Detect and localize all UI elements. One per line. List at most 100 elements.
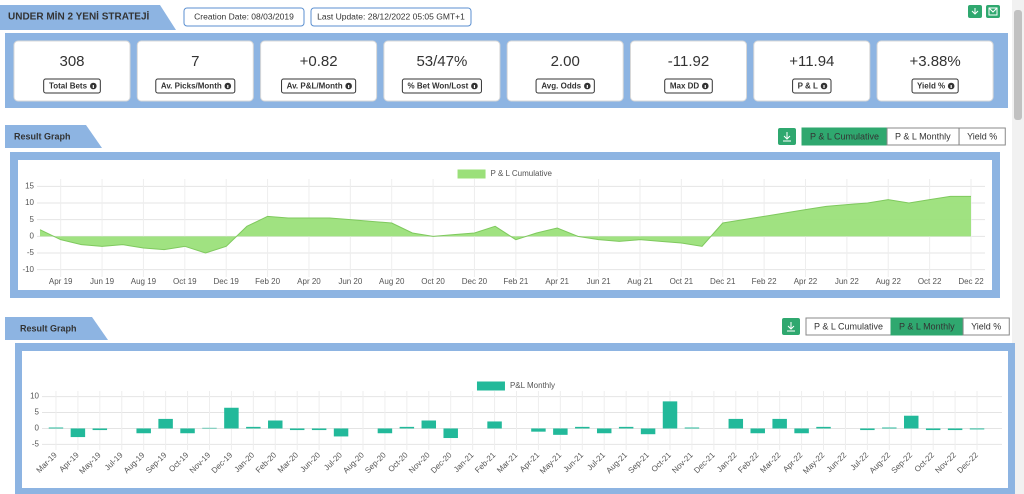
stats: 308 Total Bets 7 Av. Picks/Month +0.82 Av. P&…	[13, 40, 994, 102]
info-icon-mark	[586, 85, 588, 88]
x-tick-label: Jun 20	[338, 277, 363, 286]
x-tick-label: Feb 20	[255, 277, 280, 286]
area-fill	[40, 196, 971, 253]
bar	[596, 428, 612, 434]
stat-label: Yield %	[917, 82, 945, 91]
x-tick-label: Feb 21	[503, 277, 528, 286]
bar	[772, 418, 787, 429]
section-tab	[5, 125, 102, 148]
creation-date: Creation Date: 08/03/2019	[194, 11, 294, 21]
bar	[136, 428, 151, 434]
stat-label: % Bet Won/Lost	[408, 82, 469, 91]
bar	[640, 428, 656, 435]
x-tick-label: Oct 22	[918, 277, 942, 286]
section-title: Result Graph	[20, 323, 77, 333]
bar	[180, 428, 195, 434]
bar	[399, 426, 415, 429]
bar	[904, 415, 919, 429]
y-tick-label: -10	[22, 265, 34, 274]
bar	[487, 421, 502, 429]
x-tick-label: Apr 21	[545, 277, 569, 286]
bar	[662, 401, 678, 429]
chart-toggle-label: P & L Cumulative	[810, 131, 879, 141]
x-tick-label: Oct 20	[421, 277, 445, 286]
stat-label: Max DD	[670, 82, 700, 91]
bar	[860, 428, 875, 431]
bar	[421, 420, 437, 429]
date-box	[310, 7, 472, 27]
stat-value: +11.94	[789, 53, 834, 70]
bar	[289, 428, 305, 431]
stat-value: 308	[59, 53, 84, 70]
stat-label: Av. P&L/Month	[287, 82, 343, 91]
scrollbar-thumb[interactable]	[1014, 10, 1022, 120]
stat-label-box	[281, 78, 357, 94]
bar	[618, 426, 634, 429]
bar	[311, 428, 327, 431]
section-title: Result Graph	[14, 131, 71, 141]
bar	[224, 407, 239, 429]
info-icon-mark	[950, 85, 952, 88]
stat-label: Avg. Odds	[541, 82, 581, 91]
stat-label-box	[401, 78, 482, 94]
stat-card	[13, 40, 131, 102]
info-icon-mark	[227, 85, 229, 88]
bar	[202, 427, 217, 429]
stat-value: 7	[191, 53, 199, 70]
y-tick-label: 0	[35, 424, 40, 433]
x-tick-label: Oct 21	[670, 277, 694, 286]
legend-label: P & L Cumulative	[491, 169, 553, 178]
y-tick-label: -5	[32, 440, 40, 449]
bar	[794, 428, 809, 434]
x-tick-label: Jun 22	[835, 277, 860, 286]
last-update: Last Update: 28/12/2022 05:05 GMT+1	[317, 11, 465, 21]
stat-value: +0.82	[300, 53, 338, 70]
stat-label-box	[535, 78, 595, 94]
y-tick-label: 15	[25, 181, 34, 190]
header-tab	[0, 5, 176, 30]
y-tick-label: 5	[35, 408, 40, 417]
x-tick-label: Dec 20	[462, 277, 488, 286]
stat-label-box	[911, 78, 959, 94]
info-icon-mark	[704, 85, 706, 88]
stat-value: 53/47%	[416, 53, 467, 70]
x-tick-label: Aug 19	[131, 277, 157, 286]
bar	[882, 427, 897, 429]
download-icon	[971, 8, 979, 15]
stat-label: Total Bets	[49, 82, 88, 91]
bar	[158, 418, 173, 429]
bar	[728, 418, 744, 429]
x-tick-label: Jun 21	[587, 277, 612, 286]
chart-toggle-label: P & L Monthly	[895, 131, 951, 141]
info-icon-mark	[92, 85, 94, 88]
stat-value: +3.88%	[909, 53, 960, 70]
chart-area	[22, 351, 1008, 488]
bar	[333, 428, 349, 437]
stat-card	[876, 40, 994, 102]
y-tick-label: 10	[25, 198, 34, 207]
chart-toggle-button[interactable]	[962, 317, 1010, 336]
download-icon	[783, 132, 791, 142]
info-icon-mark	[823, 85, 825, 88]
stat-value: -11.92	[668, 53, 709, 70]
bar	[816, 426, 831, 429]
bar	[575, 426, 590, 429]
x-tick-label: Aug 21	[627, 277, 653, 286]
download-icon	[787, 322, 795, 332]
x-tick-label: Aug 22	[876, 277, 902, 286]
legend-swatch	[476, 381, 505, 391]
legend-swatch	[457, 169, 486, 179]
stat-label-box	[664, 78, 713, 94]
chart-toggle-label: Yield %	[971, 321, 1001, 331]
chart-toggle-button[interactable]	[958, 127, 1006, 146]
bar	[443, 428, 458, 439]
strategy-title: UNDER MİN 2 YENİ STRATEJİ	[8, 10, 150, 23]
bar	[925, 428, 941, 431]
x-tick-label: Aug 20	[379, 277, 405, 286]
bar	[969, 428, 985, 430]
stat-label-box	[155, 78, 236, 94]
x-tick-label: Apr 19	[49, 277, 73, 286]
bar	[684, 427, 700, 429]
email-icon	[988, 7, 998, 16]
